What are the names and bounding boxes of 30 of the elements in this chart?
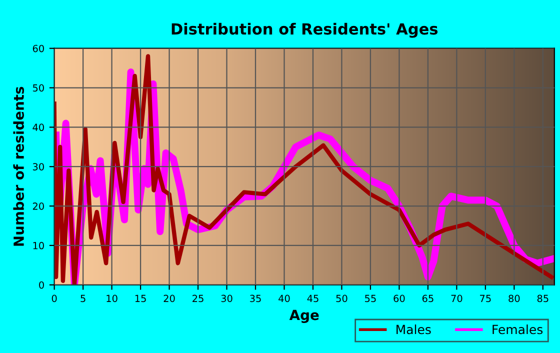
- chart-title: Distribution of Residents' Ages: [172, 22, 438, 38]
- x-tick-label: 20: [164, 294, 175, 302]
- x-tick-label: 25: [192, 294, 204, 302]
- y-tick-label: 50: [32, 84, 44, 92]
- x-tick-label: 45: [307, 294, 318, 302]
- y-tick-label: 20: [32, 202, 44, 210]
- y-tick-label: 30: [32, 163, 44, 170]
- y-tick-label: 40: [32, 124, 44, 132]
- x-tick-label: 30: [221, 294, 232, 302]
- x-tick-label: 0: [52, 294, 57, 302]
- legend-label: Males: [396, 324, 431, 334]
- y-tick-label: 10: [33, 242, 44, 250]
- x-tick-label: 70: [451, 294, 462, 302]
- x-tick-label: 50: [336, 294, 348, 302]
- x-tick-label: 10: [106, 294, 118, 302]
- y-axis-title: Number of residents: [13, 86, 24, 246]
- x-tick-label: 80: [508, 294, 520, 302]
- x-tick-label: 85: [537, 294, 548, 302]
- x-tick-label: 15: [135, 294, 146, 302]
- x-tick-label: 35: [250, 294, 261, 302]
- x-axis-title: Age: [289, 310, 319, 323]
- x-tick-label: 55: [365, 294, 376, 302]
- x-tick-label: 65: [422, 294, 434, 302]
- y-tick-label: 0: [39, 281, 44, 289]
- legend-label: Females: [492, 324, 543, 334]
- y-tick-label: 60: [32, 44, 44, 52]
- x-tick-label: 40: [278, 294, 290, 302]
- x-tick-label: 5: [80, 294, 86, 302]
- x-tick-label: 75: [480, 294, 491, 302]
- x-tick-label: 60: [394, 294, 405, 302]
